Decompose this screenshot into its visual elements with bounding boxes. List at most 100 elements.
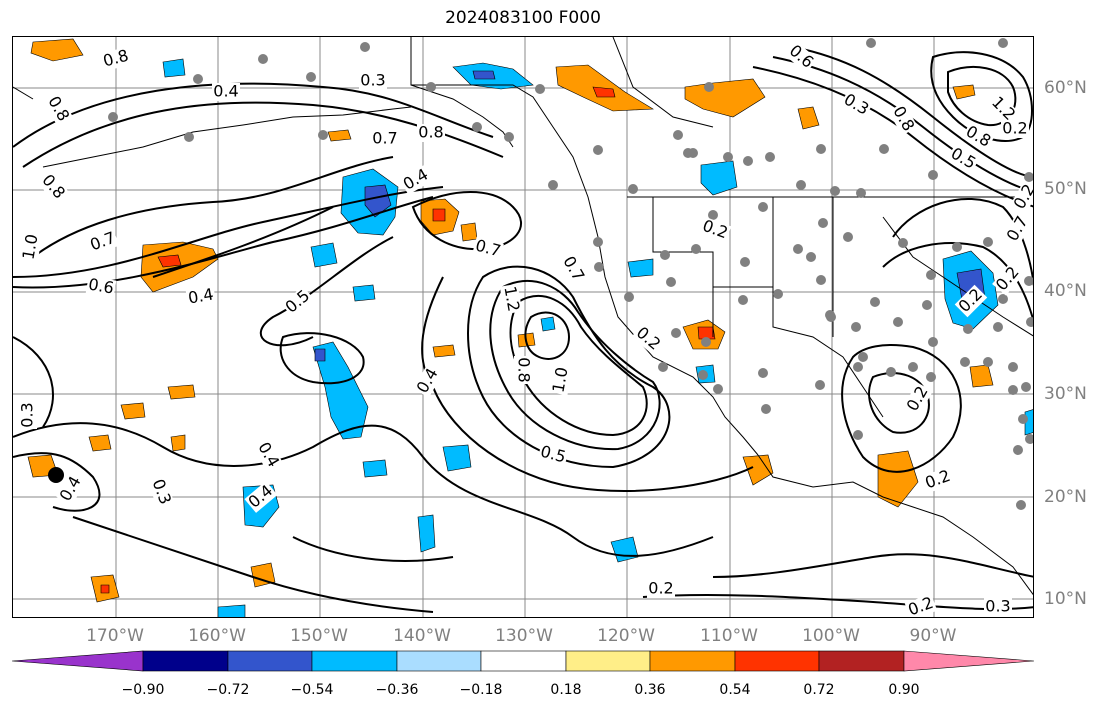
- colorbar-segment: [11, 650, 144, 672]
- colorbar-segments: [11, 650, 1035, 672]
- colorbar-segment: [649, 650, 736, 672]
- contour-label-background: [954, 284, 988, 318]
- contour-label: 0.8: [44, 93, 73, 125]
- contour-label: 0.3: [841, 90, 873, 119]
- colorbar-tick: 0.54: [719, 682, 751, 698]
- contour-label-background: [514, 356, 532, 384]
- colorbar-tick: 0.90: [888, 682, 920, 698]
- contour-label-background: [903, 382, 933, 416]
- contour-label: 0.8: [418, 123, 443, 142]
- lon-label-130w: 130°W: [495, 626, 553, 646]
- contour-lines: [13, 46, 1033, 613]
- contour-label-background: [904, 593, 938, 617]
- contour-label-background: [784, 41, 818, 73]
- map-panel: 0.8 0.7 0.8 0.4 0.3 0.7 0.8 0.4 0.7 0.8 0.6 0.4 1.0 0…: [12, 36, 1034, 618]
- map-title: 2024083100 F000: [445, 8, 601, 28]
- contour-label-background: [992, 262, 1024, 296]
- contour-label-background: [1003, 212, 1033, 246]
- contour-label-background: [85, 275, 117, 299]
- contour-label: 0.3: [360, 71, 385, 90]
- contour-label: 0.7: [474, 236, 504, 261]
- contour-label: 0.8: [515, 357, 534, 382]
- station-markers: [108, 38, 1033, 510]
- contour-label: 0.2: [992, 263, 1023, 295]
- contour-label-background: [549, 364, 573, 396]
- contour-label: 0.5: [539, 442, 569, 467]
- contour-label: 0.4: [187, 284, 215, 307]
- contour-label-background: [472, 236, 504, 262]
- contour-label-background: [499, 283, 523, 315]
- contour-label: 0.7: [1003, 213, 1032, 245]
- contour-label: 0.3: [985, 597, 1010, 616]
- lon-label-100w: 100°W: [802, 626, 860, 646]
- colorbar-tick: −0.36: [375, 682, 419, 698]
- contour-label-background: [19, 231, 43, 263]
- contour-label: 1.0: [18, 233, 41, 261]
- contour-label-background: [417, 124, 445, 142]
- contour-label-background: [1001, 120, 1029, 138]
- colorbar-segment: [396, 650, 482, 672]
- contour-label: 0.4: [213, 82, 238, 101]
- shading-layer: [27, 38, 1033, 617]
- lat-label-30n: 30°N: [1044, 384, 1087, 404]
- contour-label-background: [631, 323, 665, 355]
- contour-label: 0.8: [38, 171, 69, 203]
- colorbar-tick: 0.18: [550, 682, 582, 698]
- contour-label-background: [19, 401, 37, 429]
- lon-label-160w: 160°W: [188, 626, 246, 646]
- lon-label-120w: 120°W: [597, 626, 655, 646]
- contour-label-background: [839, 90, 873, 120]
- contour-label: 1.0: [548, 366, 571, 394]
- contour-label: 1.2: [500, 285, 523, 313]
- contour-label-background: [647, 580, 675, 598]
- contour-label: 0.8: [889, 103, 918, 135]
- contour-label-background: [946, 144, 980, 174]
- contour-label-background: [359, 72, 387, 90]
- lon-label-90w: 90°W: [909, 626, 957, 646]
- colorbar-segment: [311, 650, 398, 672]
- contour-label-background: [86, 228, 120, 256]
- colorbar-segment: [818, 650, 905, 672]
- contour-label: 0.7: [372, 129, 397, 148]
- contour-label-background: [698, 216, 732, 244]
- colorbar: [11, 650, 1035, 672]
- map-canvas: 0.8 0.7 0.8 0.4 0.3 0.7 0.8 0.4 0.7 0.8 0.6 0.4 1.0 0…: [13, 37, 1033, 617]
- contour-label: 0.2: [1002, 119, 1027, 138]
- lon-label-170w: 170°W: [86, 626, 144, 646]
- contour-label: 0.2: [648, 579, 673, 598]
- lat-label-20n: 20°N: [1044, 487, 1087, 507]
- contour-label: 0.4: [254, 439, 283, 471]
- contour-label-background: [537, 442, 569, 468]
- colorbar-segment: [142, 650, 229, 672]
- contour-label-background: [281, 286, 315, 318]
- colorbar-tick: 0.36: [634, 682, 666, 698]
- contour-label-background: [43, 92, 73, 126]
- contour-label: 0.3: [18, 402, 37, 427]
- lat-label-60n: 60°N: [1044, 78, 1087, 98]
- contour-label-background: [244, 481, 278, 513]
- colorbar-segment: [480, 650, 567, 672]
- colorbar-segment: [734, 650, 820, 672]
- contour-label: 0.7: [559, 253, 588, 285]
- contour-label-background: [253, 438, 283, 472]
- contour-label-background: [961, 122, 995, 152]
- lat-label-40n: 40°N: [1044, 281, 1087, 301]
- colorbar-segment: [227, 650, 313, 672]
- storm-marker: [48, 467, 64, 483]
- contour-label: 0.2: [633, 323, 665, 354]
- colorbar-tick: −0.72: [206, 682, 250, 698]
- lon-label-140w: 140°W: [393, 626, 451, 646]
- lat-label-50n: 50°N: [1044, 179, 1087, 199]
- contour-label-background: [1010, 180, 1033, 214]
- contour-label-background: [371, 130, 399, 148]
- contour-label-background: [558, 252, 588, 286]
- contour-label-background: [56, 472, 86, 506]
- contour-label: 0.2: [903, 383, 932, 415]
- colorbar-tick: −0.90: [121, 682, 165, 698]
- contour-label-background: [100, 46, 132, 72]
- contour-label-background: [185, 285, 217, 309]
- contour-label-background: [888, 102, 918, 136]
- contour-label-background: [399, 165, 433, 195]
- lon-label-150w: 150°W: [290, 626, 348, 646]
- contour-label-background: [413, 364, 443, 398]
